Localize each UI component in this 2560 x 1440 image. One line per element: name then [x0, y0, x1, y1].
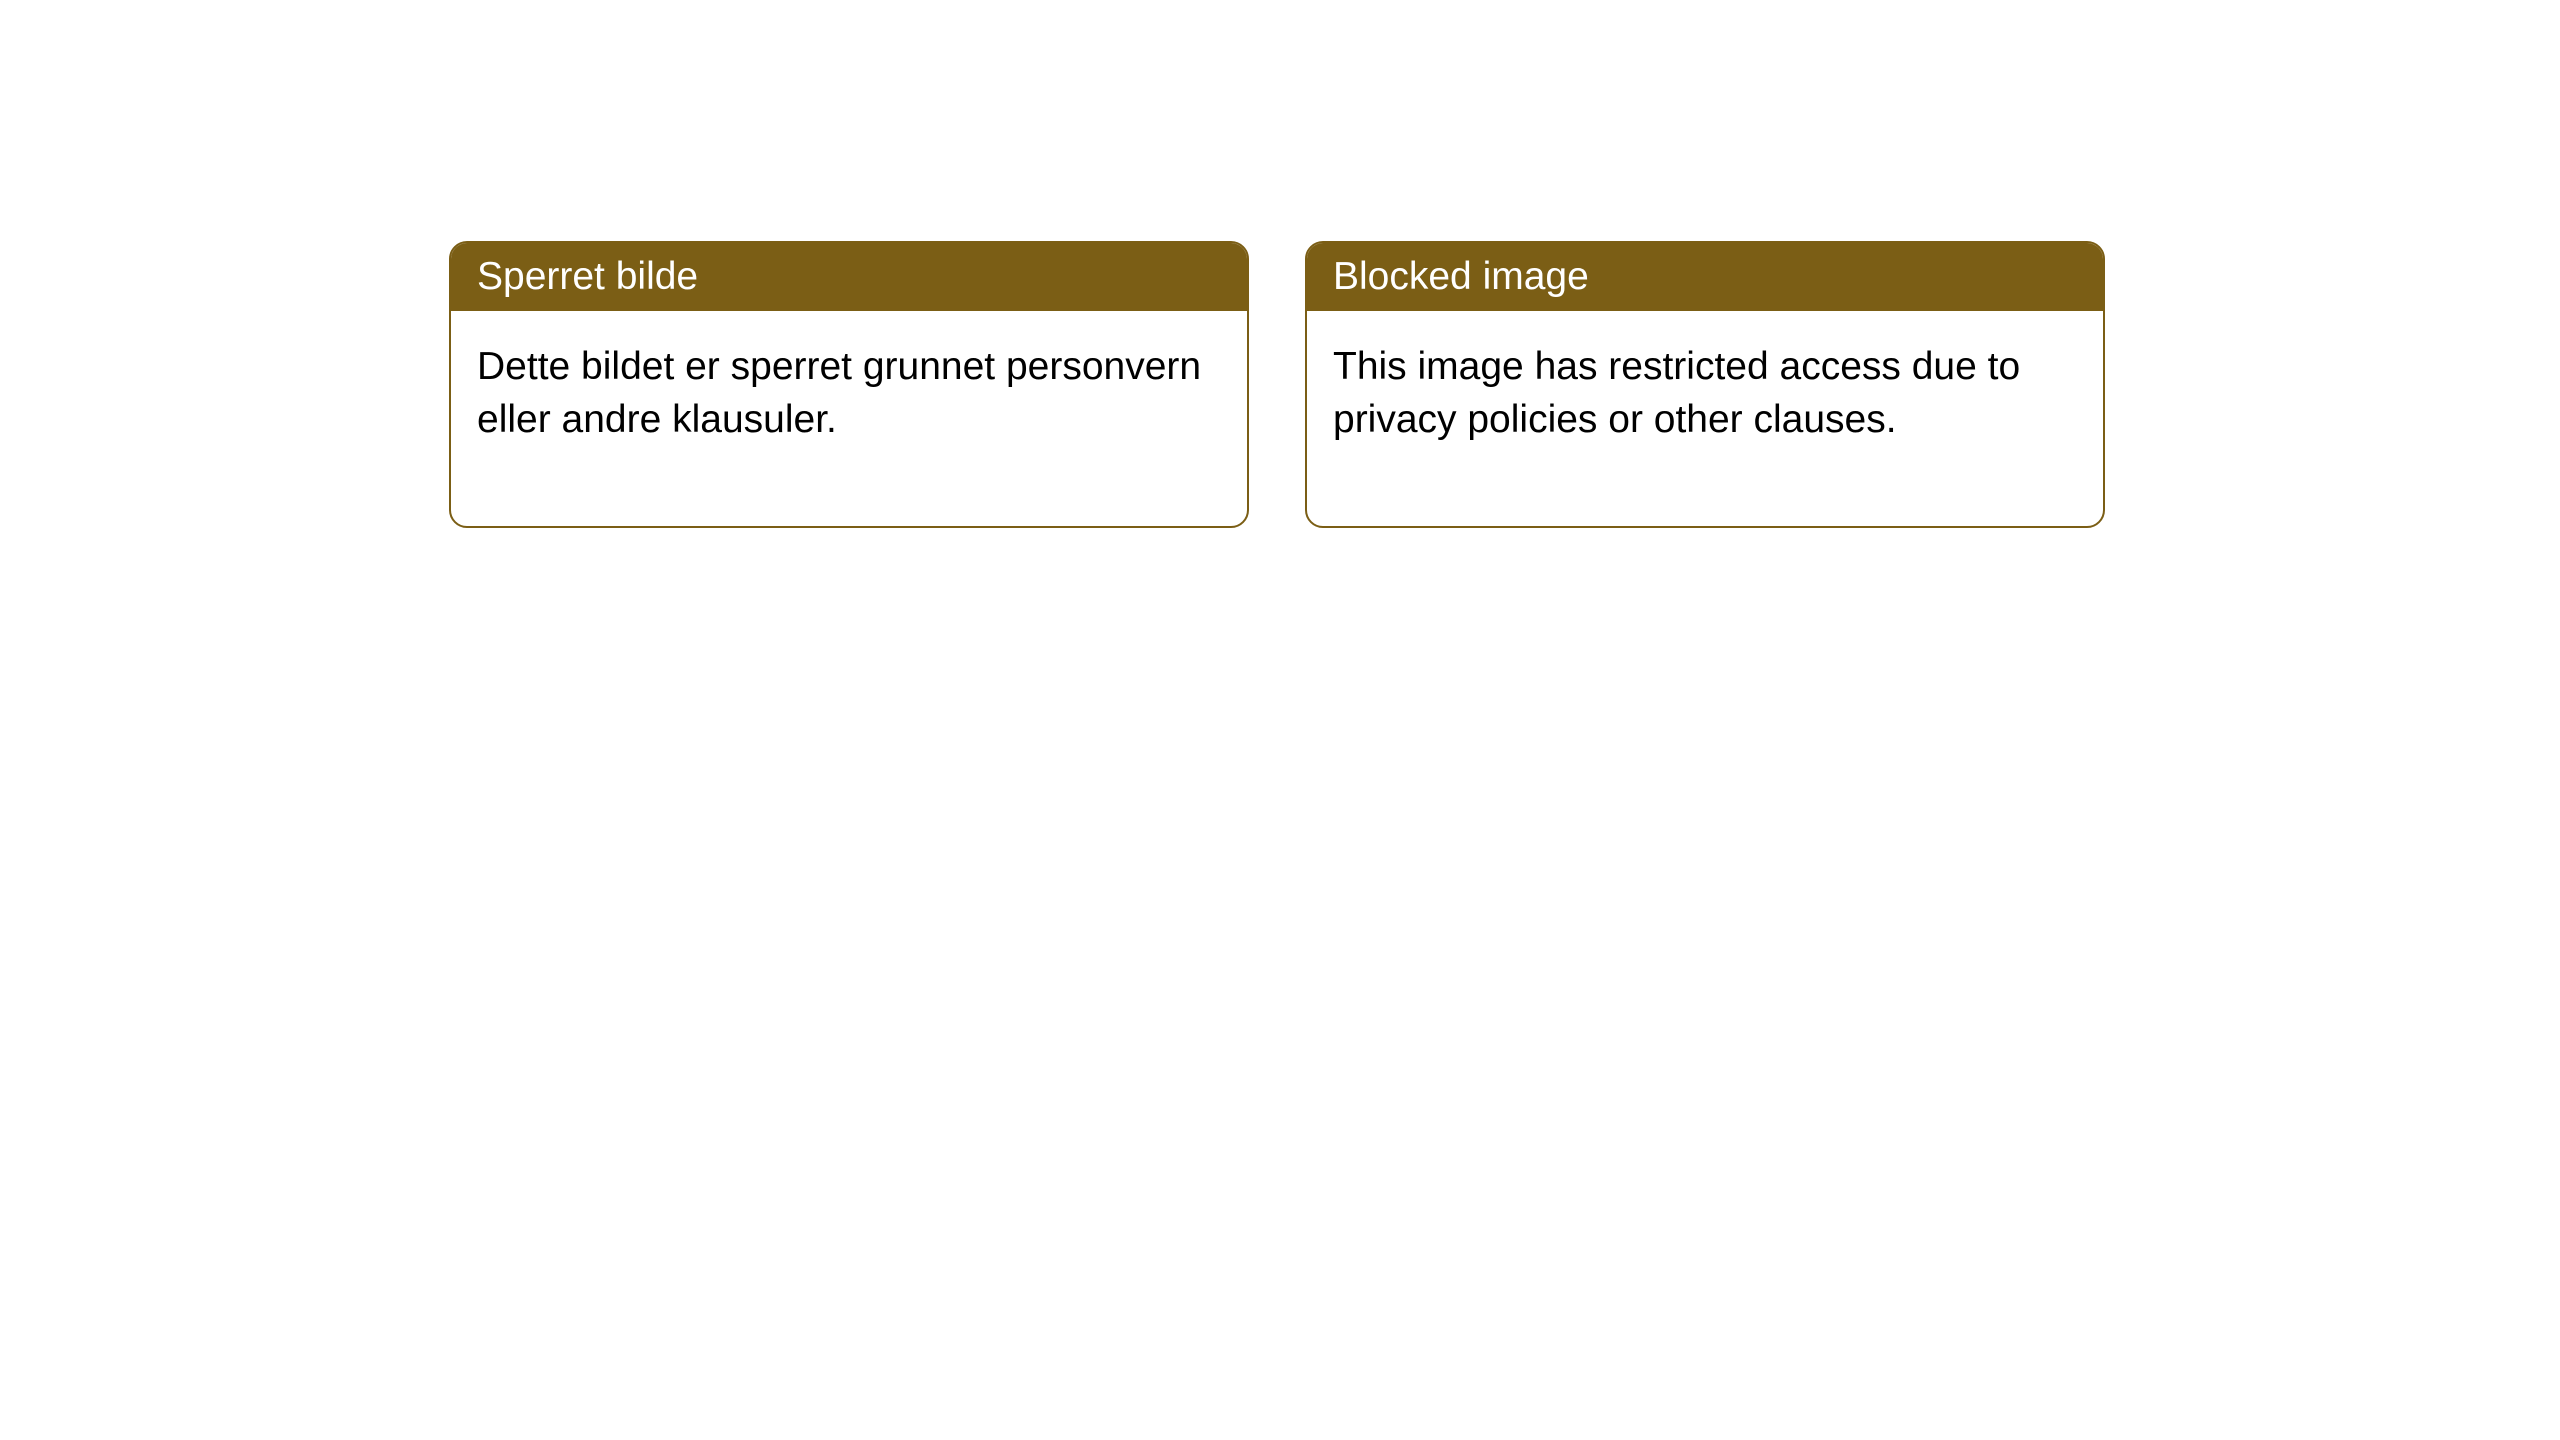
notice-card-norwegian: Sperret bilde Dette bildet er sperret gr…: [449, 241, 1249, 528]
card-body-norwegian: Dette bildet er sperret grunnet personve…: [451, 311, 1247, 526]
notice-card-english: Blocked image This image has restricted …: [1305, 241, 2105, 528]
card-title-english: Blocked image: [1307, 243, 2103, 311]
card-body-english: This image has restricted access due to …: [1307, 311, 2103, 526]
notice-cards-container: Sperret bilde Dette bildet er sperret gr…: [0, 0, 2560, 528]
card-title-norwegian: Sperret bilde: [451, 243, 1247, 311]
